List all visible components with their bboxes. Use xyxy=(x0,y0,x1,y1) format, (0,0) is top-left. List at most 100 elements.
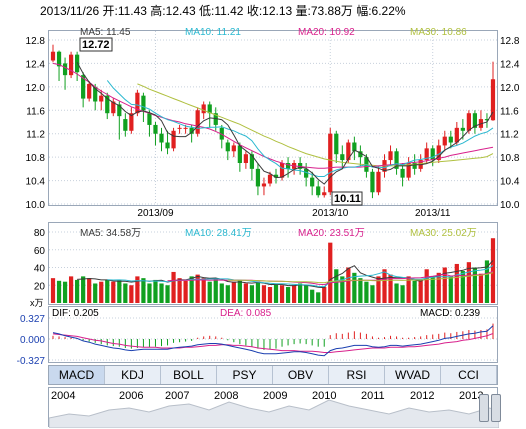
candle-down xyxy=(207,104,212,114)
candle-down xyxy=(352,142,357,152)
candle-down xyxy=(62,63,68,76)
volume-bar xyxy=(406,276,411,303)
candle-down xyxy=(75,54,80,73)
candle-down xyxy=(460,127,465,131)
candle-down xyxy=(310,177,315,187)
candle-down xyxy=(237,145,242,163)
volume-bar xyxy=(394,283,399,303)
volume-bar xyxy=(207,281,212,303)
price-legend-ma10: MA10: 11.21 xyxy=(185,27,241,38)
range-handle-right[interactable] xyxy=(491,394,501,422)
timeline-navigator[interactable]: 2004 2006 2007 2008 2009 2010 2011 2012 … xyxy=(48,387,501,428)
x-tick-label: 2013/10 xyxy=(312,208,349,219)
volume-bar xyxy=(111,281,116,303)
candle-down xyxy=(213,113,218,125)
tab-psy[interactable]: PSY xyxy=(217,366,273,384)
tab-cci[interactable]: CCI xyxy=(441,366,497,384)
volume-bar xyxy=(340,276,345,303)
volume-unit-label: x万 xyxy=(30,298,44,308)
volume-bar xyxy=(460,271,465,303)
volume-bar xyxy=(62,281,68,303)
volume-bar xyxy=(261,285,267,303)
volume-y-tick: 60 xyxy=(34,246,46,257)
volume-bar xyxy=(165,285,170,303)
candle-down xyxy=(370,171,375,193)
volume-bar xyxy=(400,285,405,303)
volume-y-tick: 40 xyxy=(34,264,46,275)
macd-y-tick: 0.327 xyxy=(20,314,45,325)
high-marker-box xyxy=(79,37,113,52)
candle-down xyxy=(448,136,453,143)
volume-bar xyxy=(219,283,224,303)
tab-wvad[interactable]: WVAD xyxy=(385,366,441,384)
candle-up xyxy=(436,145,441,161)
candle-down xyxy=(93,86,98,102)
volume-bar xyxy=(442,267,447,303)
candle-up xyxy=(424,148,429,161)
candle-down xyxy=(81,75,86,99)
candle-down xyxy=(400,168,405,178)
volume-ma30-line xyxy=(227,272,494,284)
volume-bar xyxy=(316,292,321,303)
macd-legend-dea: DEA: 0.085 xyxy=(220,308,272,319)
volume-bar xyxy=(129,285,134,303)
volume-bar xyxy=(304,285,309,303)
y-tick-label: 10.0 xyxy=(26,200,46,211)
volume-bar xyxy=(285,287,291,303)
candle-up xyxy=(87,83,92,99)
y-tick-label: 12.8 xyxy=(26,36,46,47)
candle-up xyxy=(466,113,471,131)
range-handle-left[interactable] xyxy=(479,394,489,422)
volume-bar xyxy=(430,276,435,303)
tab-boll[interactable]: BOLL xyxy=(161,366,217,384)
volume-bar xyxy=(454,263,459,303)
volume-bar xyxy=(291,285,297,303)
candle-up xyxy=(328,133,333,193)
volume-bar xyxy=(328,242,333,303)
volume-bar xyxy=(123,283,128,303)
y-tick-label: 11.2 xyxy=(500,130,519,141)
candle-down xyxy=(141,95,146,111)
candle-down xyxy=(123,119,128,131)
tab-obv[interactable]: OBV xyxy=(273,366,329,384)
macd-y-tick: 0.000 xyxy=(20,335,45,346)
volume-legend-ma30: MA30: 25.02万 xyxy=(410,228,477,239)
volume-bar xyxy=(322,287,327,303)
volume-bar xyxy=(195,274,200,303)
price-panel xyxy=(48,30,498,206)
volume-bar xyxy=(273,283,279,303)
volume-bar xyxy=(364,281,369,303)
tab-macd[interactable]: MACD xyxy=(49,366,105,384)
candle-down xyxy=(153,124,158,134)
volume-bar xyxy=(189,276,194,303)
volume-y-tick: 80 xyxy=(34,228,46,239)
y-tick-label: 10.8 xyxy=(500,153,520,164)
candle-down xyxy=(430,148,435,161)
ma20-line xyxy=(52,62,494,169)
y-tick-label: 10.0 xyxy=(500,200,520,211)
candle-up xyxy=(346,142,351,161)
candle-down xyxy=(304,168,309,178)
volume-bar xyxy=(50,278,56,303)
candle-up xyxy=(267,174,273,184)
candle-down xyxy=(105,95,110,114)
volume-bar xyxy=(358,278,363,303)
volume-bar xyxy=(298,283,303,303)
tab-rsi[interactable]: RSI xyxy=(329,366,385,384)
candle-down xyxy=(285,163,291,169)
volume-bar xyxy=(334,269,339,303)
volume-bar xyxy=(87,278,92,303)
tab-kdj[interactable]: KDJ xyxy=(105,366,161,384)
candle-up xyxy=(243,154,248,163)
volume-ma20-line xyxy=(167,270,494,286)
volume-bar xyxy=(213,279,218,303)
volume-bar xyxy=(153,279,158,303)
candle-down xyxy=(334,133,339,155)
volume-bar xyxy=(376,276,381,303)
high-marker-label: 12.72 xyxy=(82,39,110,51)
year-label: 2013 xyxy=(459,390,484,402)
candle-down xyxy=(219,127,224,140)
volume-bar xyxy=(310,289,315,303)
